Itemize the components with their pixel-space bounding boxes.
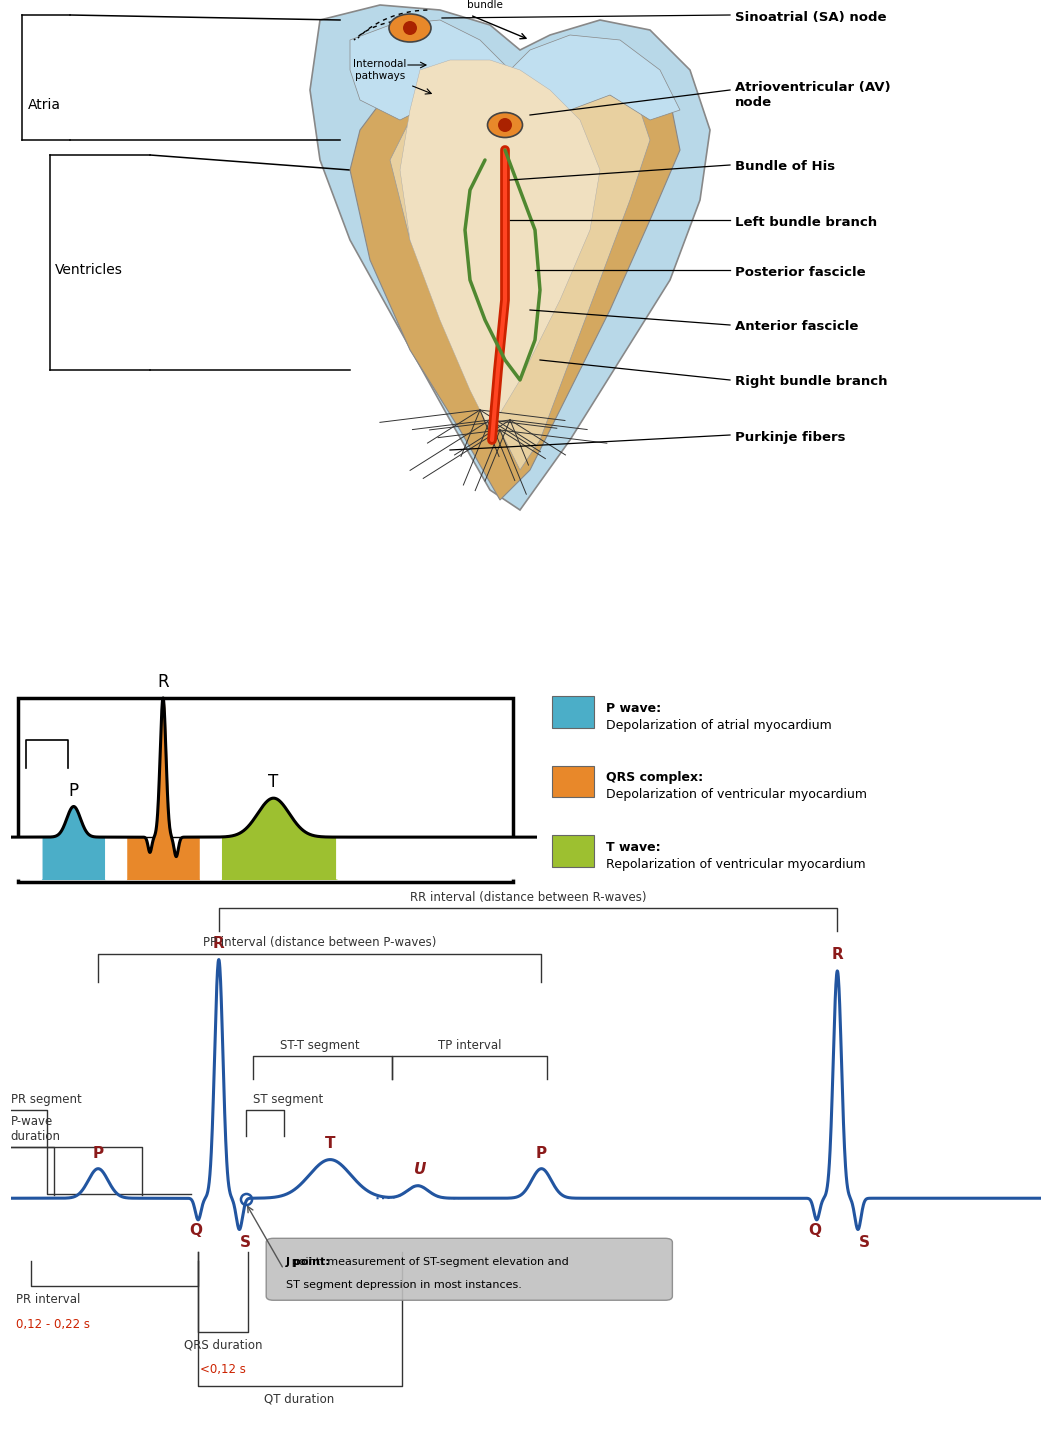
Text: T wave:: T wave: xyxy=(606,841,661,854)
Polygon shape xyxy=(350,71,680,500)
Text: Internodal
pathways: Internodal pathways xyxy=(353,59,407,81)
Text: P: P xyxy=(68,782,79,799)
FancyBboxPatch shape xyxy=(19,698,513,881)
Text: Depolarization of ventricular myocardium: Depolarization of ventricular myocardium xyxy=(606,788,867,801)
Text: <0,12 s: <0,12 s xyxy=(200,1364,246,1377)
Text: Q: Q xyxy=(189,1223,203,1238)
Text: R: R xyxy=(213,936,225,952)
Text: QT duration: QT duration xyxy=(264,1392,335,1405)
Bar xyxy=(552,696,594,727)
Text: Atria: Atria xyxy=(28,98,61,112)
Text: Q: Q xyxy=(808,1223,822,1238)
Text: Right bundle branch: Right bundle branch xyxy=(735,376,888,389)
Text: Left bundle branch: Left bundle branch xyxy=(735,216,877,229)
Text: PR segment: PR segment xyxy=(11,1093,81,1106)
Text: Posterior fascicle: Posterior fascicle xyxy=(735,265,866,278)
Text: Atrioventricular (AV)
node: Atrioventricular (AV) node xyxy=(735,81,891,109)
Text: ST segment depression in most instances.: ST segment depression in most instances. xyxy=(286,1280,522,1290)
Text: J point:: J point: xyxy=(286,1257,330,1267)
Text: Bundle of His: Bundle of His xyxy=(735,160,835,173)
Circle shape xyxy=(498,118,512,132)
Text: 0,12 - 0,22 s: 0,12 - 0,22 s xyxy=(16,1318,89,1331)
Text: Ventricles: Ventricles xyxy=(55,264,123,276)
Text: R: R xyxy=(157,672,169,691)
Text: T: T xyxy=(325,1136,336,1151)
Text: S: S xyxy=(858,1234,870,1250)
Text: J point: measurement of ST-segment elevation and: J point: measurement of ST-segment eleva… xyxy=(286,1257,569,1267)
Text: Depolarization of atrial myocardium: Depolarization of atrial myocardium xyxy=(606,719,832,732)
FancyBboxPatch shape xyxy=(266,1238,672,1300)
Polygon shape xyxy=(350,20,680,120)
Text: P: P xyxy=(535,1146,547,1162)
Ellipse shape xyxy=(487,112,523,137)
Text: PR interval: PR interval xyxy=(16,1293,80,1306)
Text: QRS duration: QRS duration xyxy=(184,1339,262,1352)
Polygon shape xyxy=(310,4,710,510)
Text: R: R xyxy=(831,948,844,962)
Text: P wave:: P wave: xyxy=(606,701,662,714)
Text: TP interval: TP interval xyxy=(438,1038,501,1051)
Polygon shape xyxy=(400,60,600,431)
Text: P: P xyxy=(93,1146,104,1162)
Text: P-wave
duration: P-wave duration xyxy=(11,1115,61,1142)
Text: PP interval (distance between P-waves): PP interval (distance between P-waves) xyxy=(203,936,437,949)
Text: T: T xyxy=(268,773,279,791)
Text: S: S xyxy=(240,1234,251,1250)
Text: ST-T segment: ST-T segment xyxy=(280,1038,360,1051)
Text: Bachmann's
bundle: Bachmann's bundle xyxy=(453,0,517,10)
Circle shape xyxy=(403,22,417,35)
Bar xyxy=(552,835,594,867)
Polygon shape xyxy=(390,89,650,469)
Ellipse shape xyxy=(389,14,431,42)
Text: Purkinje fibers: Purkinje fibers xyxy=(735,431,846,444)
Text: Sinoatrial (SA) node: Sinoatrial (SA) node xyxy=(735,10,887,23)
Text: RR interval (distance between R-waves): RR interval (distance between R-waves) xyxy=(410,891,646,904)
Text: ST segment: ST segment xyxy=(252,1093,323,1106)
Text: Repolarization of ventricular myocardium: Repolarization of ventricular myocardium xyxy=(606,858,866,871)
Bar xyxy=(552,766,594,798)
Text: QRS complex:: QRS complex: xyxy=(606,772,704,785)
Text: Anterior fascicle: Anterior fascicle xyxy=(735,321,858,334)
Text: U: U xyxy=(413,1162,426,1178)
